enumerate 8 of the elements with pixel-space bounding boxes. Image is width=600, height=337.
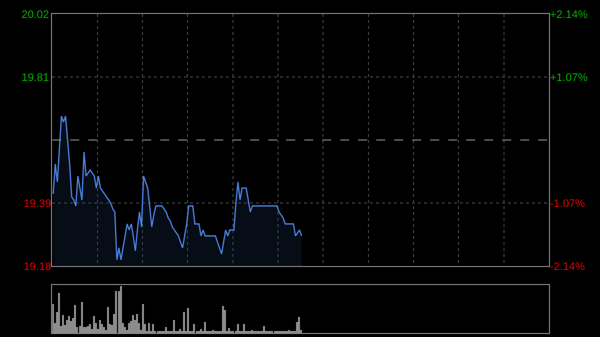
y-tick-label: 19.81 [21,72,49,84]
y-tick-label: 20.02 [21,9,49,22]
y2-tick-label: +2.14% [550,9,588,22]
y2-tick-label: -2.14% [550,260,586,273]
y-tick-label: 19.39 [24,198,52,210]
y2-tick-label: +1.07% [550,72,588,84]
y-tick-label: 19.18 [24,260,52,273]
y2-tick-label: -1.07% [550,198,586,210]
